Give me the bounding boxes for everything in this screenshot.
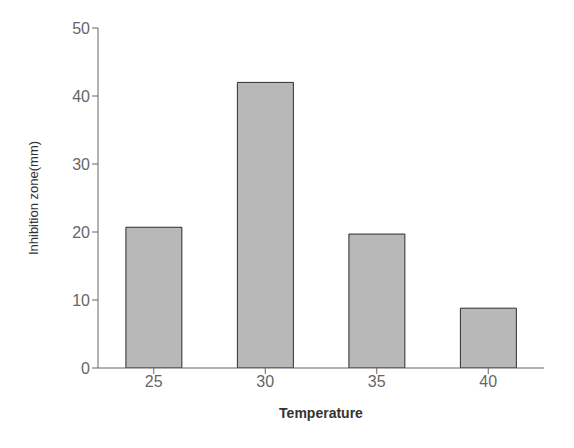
svg-text:30: 30 — [256, 373, 274, 390]
svg-text:10: 10 — [72, 292, 90, 309]
svg-text:40: 40 — [72, 88, 90, 105]
svg-text:35: 35 — [368, 373, 386, 390]
svg-text:Inhibition zone(mm): Inhibition zone(mm) — [26, 141, 41, 255]
svg-text:0: 0 — [81, 360, 90, 377]
svg-text:Temperature: Temperature — [279, 405, 363, 421]
svg-text:40: 40 — [479, 373, 497, 390]
svg-text:25: 25 — [145, 373, 163, 390]
svg-text:30: 30 — [72, 156, 90, 173]
svg-text:50: 50 — [72, 20, 90, 37]
svg-text:20: 20 — [72, 224, 90, 241]
